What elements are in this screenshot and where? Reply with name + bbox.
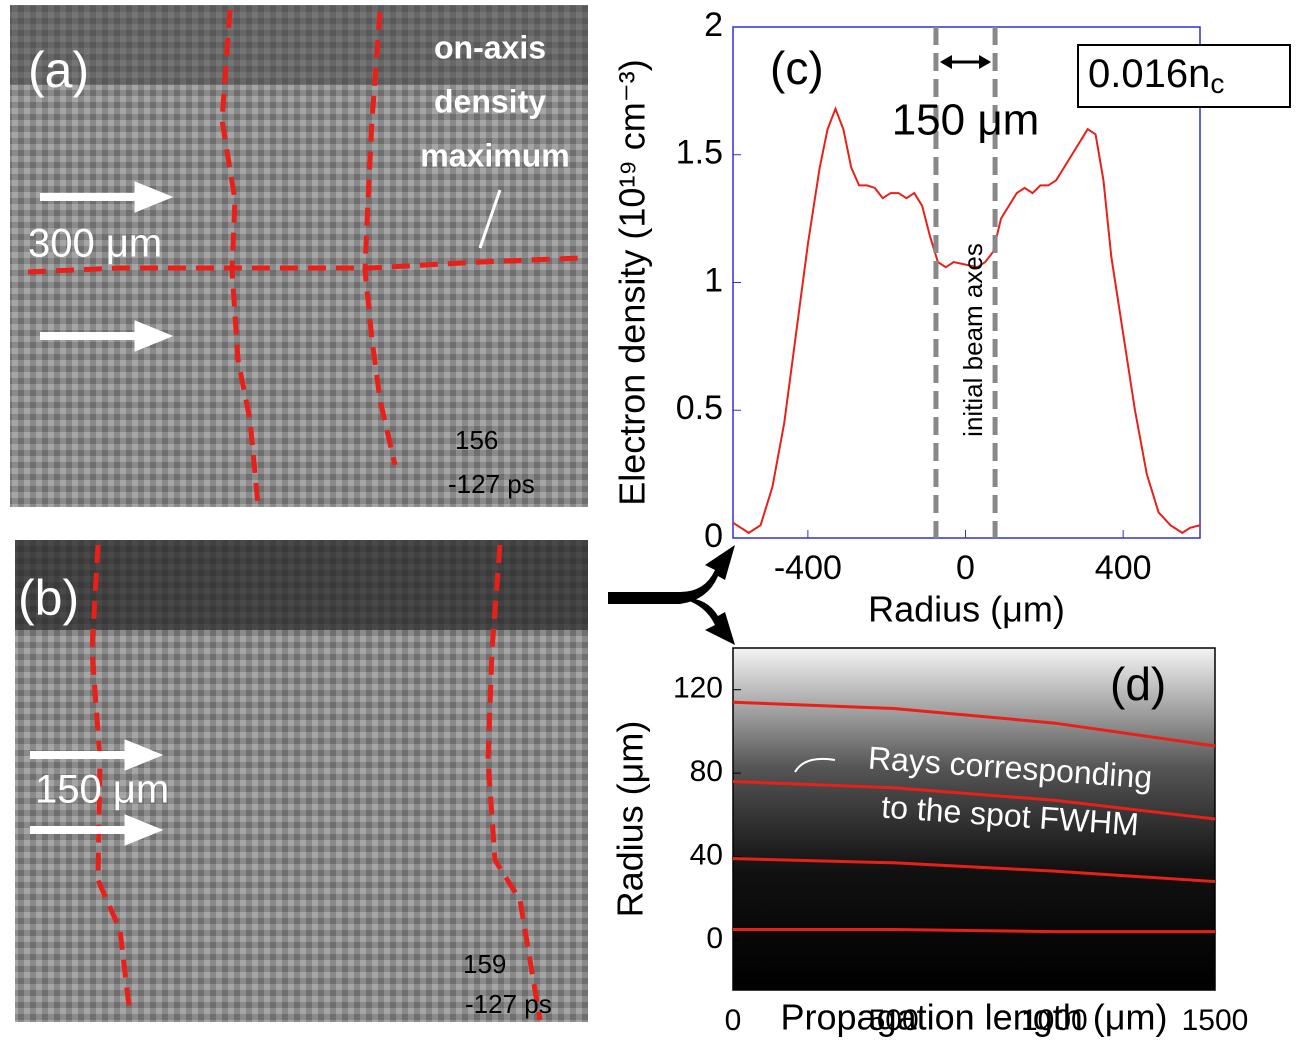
y-tick-label: 0: [706, 922, 723, 955]
annotation: initial beam axes: [958, 243, 988, 437]
x-tick-label: 0: [956, 549, 975, 587]
y-tick-label: 120: [673, 672, 723, 705]
shade: [15, 540, 588, 630]
annotation: 0.016nc: [1088, 52, 1224, 100]
x-tick-label: 500: [869, 1004, 919, 1037]
y-axis-label: Electron density (10¹⁹ cm⁻³): [612, 59, 653, 506]
panel-label: (b): [18, 570, 79, 626]
arrows: [40, 181, 502, 352]
x-axis-label: Radius (μm): [868, 589, 1065, 630]
annotation: on-axis: [434, 29, 546, 65]
annotation-text: 0.016n: [1088, 52, 1210, 96]
panel-label: (d): [1110, 658, 1166, 710]
scale-label: 150 μm: [35, 768, 169, 812]
data-line: [732, 779, 1216, 821]
frame-label: 156: [455, 425, 498, 455]
x-tick-label: 1000: [1021, 1004, 1088, 1037]
x-tick-label: 1500: [1182, 1004, 1249, 1037]
y-tick-label: 1: [704, 261, 723, 299]
dashed-lines: [27, 9, 581, 506]
interferogram: [10, 5, 588, 507]
data-line: [732, 105, 1201, 535]
y-tick-label: 0: [704, 517, 723, 555]
x-tick-label: 0: [725, 1004, 742, 1037]
arrow-head: [979, 55, 992, 69]
y-tick-label: 80: [690, 755, 723, 788]
data-line: [733, 928, 1215, 934]
y-axis-label: Radius (μm): [610, 721, 651, 918]
time-label: -127 ps: [465, 989, 552, 1019]
connector-arrow: [608, 545, 735, 645]
x-tick-label: -400: [774, 549, 842, 587]
x-axis-label: Propagation length (μm): [781, 997, 1168, 1038]
y-tick-label: 0.5: [676, 389, 723, 427]
y-tick-label: 1.5: [676, 134, 723, 172]
arrows: [30, 739, 164, 846]
panel-label: (a): [28, 42, 89, 98]
panel-label: (c): [770, 42, 824, 94]
annotation: density: [434, 83, 546, 119]
data-line: [732, 700, 1216, 748]
time-label: -127 ps: [448, 469, 535, 499]
annotation-sub: c: [1210, 68, 1224, 99]
panel-a: (a) on-axis density maximum 300 μm 156 -…: [10, 5, 588, 507]
dashed-lines: [89, 544, 543, 1021]
scale-label: 300 μm: [28, 222, 162, 266]
x-tick-label: 400: [1095, 549, 1152, 587]
data-line: [732, 857, 1216, 884]
arrow-head: [939, 55, 952, 69]
annotation: 150 μm: [892, 96, 1040, 145]
y-tick-label: 2: [704, 6, 723, 44]
annotation: maximum: [420, 137, 569, 173]
panel-b: (b) 150 μm 159 -127 ps: [15, 540, 588, 1022]
y-tick-label: 40: [690, 838, 723, 871]
shade: [10, 5, 588, 85]
annotation-box: [1077, 44, 1291, 108]
frame-label: 159: [463, 949, 506, 979]
annotation-arrow: [794, 757, 836, 773]
